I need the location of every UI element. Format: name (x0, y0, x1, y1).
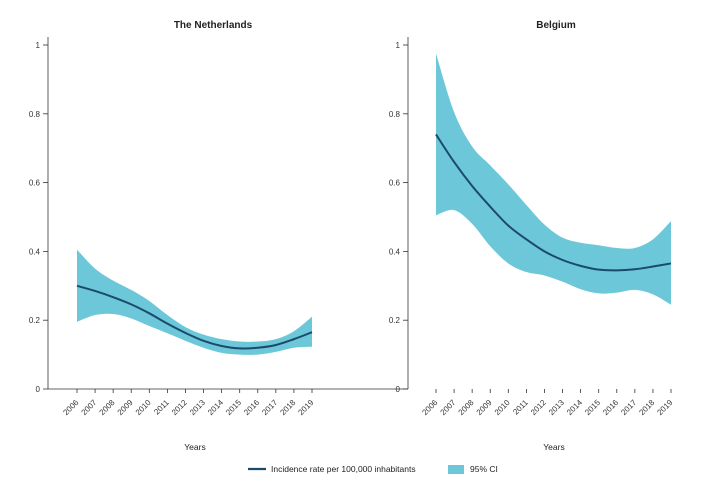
x-tick-label-netherlands: 2009 (116, 398, 135, 417)
ci-band-netherlands (77, 249, 312, 355)
legend-line-label: Incidence rate per 100,000 inhabitants (271, 464, 416, 474)
x-tick-label-belgium: 2011 (511, 398, 530, 417)
x-axis-title-netherlands: Years (184, 442, 205, 452)
x-tick-label-netherlands: 2010 (134, 398, 153, 417)
y-tick-label-belgium: 0.8 (389, 110, 401, 119)
chart-title-belgium: Belgium (536, 20, 576, 31)
x-tick-label-netherlands: 2013 (188, 398, 207, 417)
chart-title-netherlands: The Netherlands (174, 20, 253, 31)
incidence-line-netherlands (76, 284, 313, 350)
x-tick-label-belgium: 2008 (457, 398, 476, 417)
y-tick-label-netherlands: 0.4 (29, 247, 41, 256)
x-tick-label-netherlands: 2016 (242, 398, 261, 417)
legend-band-swatch (448, 465, 464, 474)
x-tick-label-netherlands: 2011 (152, 398, 171, 417)
x-axis-title-belgium: Years (543, 442, 564, 452)
x-tick-label-belgium: 2010 (493, 398, 512, 417)
x-tick-label-belgium: 2016 (601, 398, 620, 417)
x-tick-label-netherlands: 2019 (296, 398, 315, 417)
x-tick-label-netherlands: 2012 (170, 398, 189, 417)
y-tick-label-belgium: 0.4 (389, 247, 401, 256)
x-tick-label-belgium: 2017 (619, 398, 638, 417)
legend-band-label: 95% CI (470, 464, 498, 474)
x-tick-label-belgium: 2006 (420, 398, 439, 417)
x-tick-label-belgium: 2015 (583, 398, 602, 417)
x-tick-label-belgium: 2019 (655, 398, 674, 417)
x-tick-label-belgium: 2009 (475, 398, 494, 417)
x-tick-label-netherlands: 2007 (80, 398, 99, 417)
y-tick-label-netherlands: 0 (36, 385, 41, 394)
x-tick-label-belgium: 2014 (565, 398, 584, 417)
x-tick-label-netherlands: 2017 (260, 398, 279, 417)
y-tick-label-netherlands: 1 (36, 41, 41, 50)
x-tick-label-belgium: 2012 (529, 398, 548, 417)
y-tick-label-belgium: 0.6 (389, 179, 401, 188)
y-tick-label-belgium: 1 (396, 41, 401, 50)
y-tick-label-belgium: 0 (396, 385, 401, 394)
legend: Incidence rate per 100,000 inhabitants 9… (248, 464, 498, 474)
y-tick-label-netherlands: 0.6 (29, 179, 41, 188)
x-tick-label-netherlands: 2006 (61, 398, 80, 417)
y-tick-label-belgium: 0.2 (389, 316, 401, 325)
x-tick-label-netherlands: 2014 (206, 398, 225, 417)
x-tick-label-belgium: 2007 (439, 398, 458, 417)
x-tick-label-belgium: 2018 (637, 398, 656, 417)
x-tick-label-netherlands: 2008 (98, 398, 117, 417)
incidence-line-belgium (435, 133, 672, 272)
x-tick-label-netherlands: 2015 (224, 398, 243, 417)
x-tick-label-belgium: 2013 (547, 398, 566, 417)
y-tick-label-netherlands: 0.2 (29, 316, 41, 325)
x-tick-label-netherlands: 2018 (278, 398, 297, 417)
y-tick-label-netherlands: 0.8 (29, 110, 41, 119)
ci-band-belgium (436, 53, 671, 305)
